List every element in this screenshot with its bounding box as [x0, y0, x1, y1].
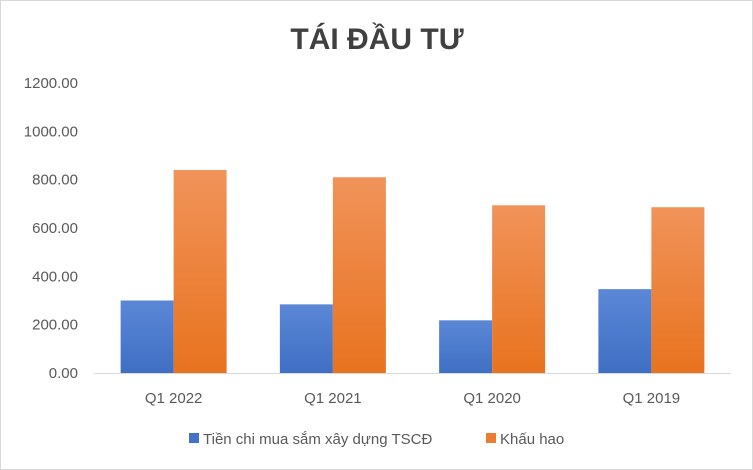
y-axis: 0.00 200.00 400.00 600.00 800.00 1000.00 1200.… — [24, 75, 78, 382]
legend-swatch — [189, 433, 199, 443]
y-tick-label: 600.00 — [32, 220, 78, 237]
x-tick-label: Q1 2019 — [623, 390, 681, 407]
x-tick-label: Q1 2022 — [145, 390, 203, 407]
bar-khau-hao — [173, 170, 227, 373]
y-tick-label: 200.00 — [32, 317, 78, 334]
bar-khau-hao — [332, 177, 386, 373]
legend-swatch — [486, 433, 496, 443]
legend: Tiền chi mua sắm xây dựng TSCĐ Khấu hao — [189, 431, 564, 448]
bars — [120, 170, 705, 373]
bar-tscd — [598, 289, 652, 373]
x-tick-label: Q1 2020 — [463, 390, 521, 407]
y-tick-label: 0.00 — [49, 365, 78, 382]
y-tick-label: 1200.00 — [24, 75, 78, 92]
x-tick-label: Q1 2021 — [304, 390, 362, 407]
bar-tscd — [279, 304, 333, 373]
legend-label: Tiền chi mua sắm xây dựng TSCĐ — [203, 431, 432, 448]
bar-khau-hao — [651, 207, 705, 373]
y-tick-label: 400.00 — [32, 268, 78, 285]
y-tick-label: 1000.00 — [24, 123, 78, 140]
bar-khau-hao — [492, 205, 546, 373]
bar-tscd — [120, 300, 174, 373]
legend-label: Khấu hao — [500, 431, 564, 448]
x-axis: Q1 2022 Q1 2021 Q1 2020 Q1 2019 — [145, 390, 680, 407]
chart-title: TÁI ĐẦU TƯ — [290, 22, 463, 56]
y-tick-label: 800.00 — [32, 172, 78, 189]
bar-tscd — [439, 320, 493, 373]
